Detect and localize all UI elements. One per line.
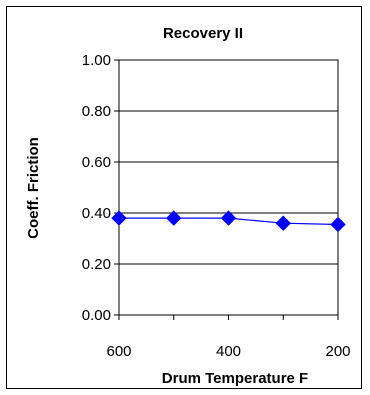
y-tick-label: 0.60 [82, 154, 111, 171]
y-axis-title: Coeff. Friction [25, 137, 42, 239]
x-tick-label: 600 [106, 343, 131, 360]
data-point-marker [330, 216, 346, 233]
y-tick-label: 1.00 [82, 52, 111, 69]
x-tick-label: 200 [325, 343, 350, 360]
data-point-marker [275, 215, 291, 231]
y-tick-label: 0.20 [82, 256, 111, 273]
y-tick-label: 0.00 [82, 307, 111, 324]
x-axis-ticks: 600 400 200 [106, 315, 351, 360]
x-axis-title: Drum Temperature F [162, 370, 308, 387]
data-point-marker [111, 210, 127, 226]
x-tick-label: 400 [216, 343, 241, 360]
plot-area [118, 59, 339, 316]
series-markers [111, 210, 346, 233]
chart-frame [6, 6, 362, 389]
data-point-marker [220, 210, 237, 226]
y-tick-label: 0.80 [82, 103, 111, 120]
data-point-marker [166, 210, 182, 226]
chart-title: Recovery II [163, 25, 243, 42]
gridlines [119, 110, 338, 265]
y-tick-label: 0.40 [82, 205, 111, 222]
y-axis-ticks: 0.00 0.20 0.40 0.60 0.80 1.00 [82, 52, 119, 324]
